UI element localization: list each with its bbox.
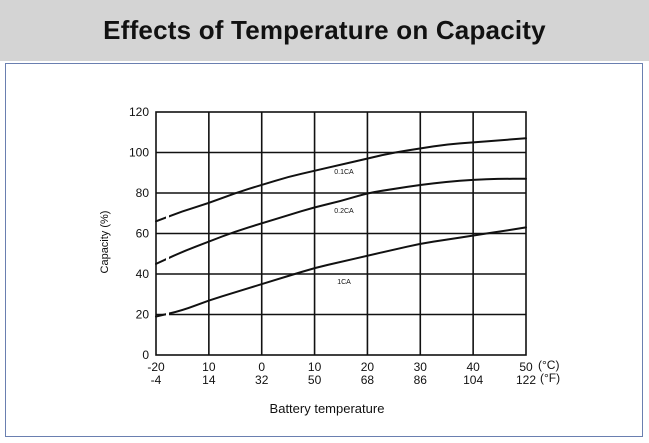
x-tick-label-celsius: 30 — [414, 360, 428, 374]
x-tick-label-celsius: 20 — [361, 360, 375, 374]
series-gap-02ca — [166, 250, 169, 271]
y-tick-label: 120 — [129, 105, 149, 119]
x-tick-label-celsius: 10 — [202, 360, 216, 374]
x-tick-label-celsius: -20 — [147, 360, 165, 374]
x-tick-label-fahrenheit: 86 — [414, 373, 428, 387]
y-tick-label: 60 — [136, 227, 150, 241]
x-tick-label-fahrenheit: 32 — [255, 373, 269, 387]
y-axis-ticks: 0 20 40 60 80 100 120 — [129, 105, 149, 362]
x-axis-label: Battery temperature — [270, 401, 385, 416]
x-tick-label-celsius: 10 — [308, 360, 322, 374]
x-tick-label-fahrenheit: -4 — [151, 373, 162, 387]
title-banner: Effects of Temperature on Capacity — [0, 0, 649, 61]
x-unit-fahrenheit: (°F) — [540, 371, 560, 385]
y-tick-label: 40 — [136, 267, 150, 281]
x-tick-label-celsius: 0 — [258, 360, 265, 374]
series-gap-1ca — [166, 305, 169, 326]
y-tick-label: 80 — [136, 186, 150, 200]
x-unit-celsius: (°C) — [538, 358, 559, 372]
x-tick-label-fahrenheit: 50 — [308, 373, 322, 387]
chart-panel — [5, 63, 643, 437]
chart-grid — [156, 112, 526, 355]
x-tick-label-celsius: 50 — [519, 360, 533, 374]
page-title: Effects of Temperature on Capacity — [103, 15, 546, 45]
x-tick-label-fahrenheit: 68 — [361, 373, 375, 387]
y-tick-label: 20 — [136, 308, 150, 322]
series-label-1ca: 1CA — [337, 279, 351, 286]
y-tick-label: 100 — [129, 146, 149, 160]
x-tick-label-celsius: 40 — [466, 360, 480, 374]
chart-series: 0.1CA 0.2CA 1CA — [155, 137, 527, 326]
x-tick-label-fahrenheit: 14 — [202, 373, 216, 387]
series-gap-01ca — [166, 208, 169, 229]
x-tick-label-fahrenheit: 122 — [516, 373, 536, 387]
series-label-02ca: 0.2CA — [334, 208, 354, 215]
plot-area — [155, 111, 527, 356]
series-line-02ca — [155, 177, 527, 265]
series-line-1ca — [155, 226, 527, 318]
x-tick-label-fahrenheit: 104 — [463, 373, 483, 387]
x-axis-ticks: -20 10 0 10 20 30 40 50 -4 14 32 50 68 86 104 122 — [147, 360, 536, 387]
series-line-01ca — [155, 137, 527, 223]
series-label-01ca: 0.1CA — [334, 169, 354, 176]
y-tick-label: 0 — [142, 348, 149, 362]
y-axis-label: Capacity (%) — [99, 211, 111, 274]
